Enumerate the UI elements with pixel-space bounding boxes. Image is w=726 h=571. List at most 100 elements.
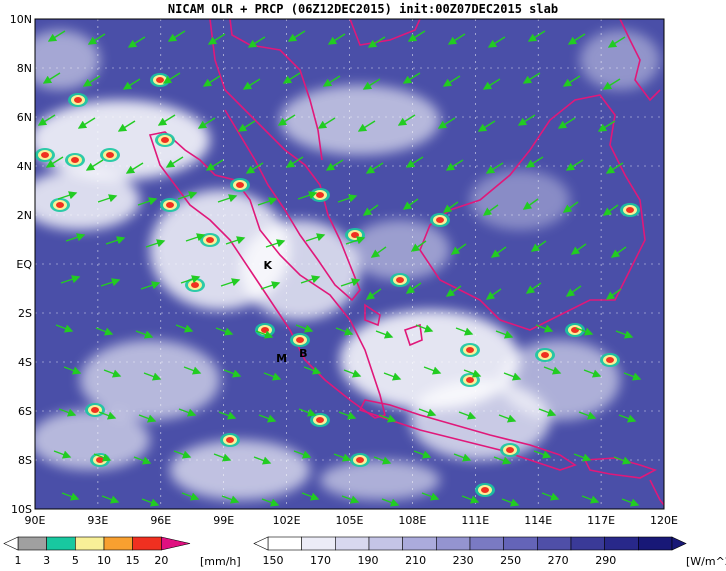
wind-arrow	[522, 198, 539, 210]
wind-arrow	[610, 246, 627, 258]
precip-cell	[620, 203, 640, 217]
wind-arrow	[415, 324, 434, 333]
wind-arrow	[133, 456, 152, 465]
precip-cell	[150, 73, 170, 87]
wind-arrow	[373, 456, 392, 465]
wind-arrow	[162, 72, 181, 84]
y-tick-label: 6S	[18, 405, 32, 418]
wind-arrow	[257, 197, 278, 206]
wind-arrow	[493, 456, 512, 465]
wind-arrow	[260, 281, 281, 290]
wind-arrow	[455, 327, 474, 336]
wind-arrow	[477, 120, 496, 132]
philippines-coastline	[619, 19, 661, 102]
wind-arrow	[322, 75, 341, 87]
precip-colorbar-swatch	[75, 536, 105, 551]
wind-arrow	[101, 495, 120, 504]
wind-arrow	[37, 114, 56, 126]
wind-arrow	[65, 233, 86, 242]
wind-arrow	[613, 456, 632, 465]
wind-arrow	[461, 495, 480, 504]
wind-arrow	[447, 33, 466, 45]
y-tick-label: 8N	[17, 62, 32, 75]
olr-colorbar-high-tip	[671, 536, 687, 551]
wind-arrow	[60, 275, 81, 284]
wind-arrow	[345, 236, 366, 245]
wind-arrow	[605, 162, 624, 174]
wind-arrow	[623, 372, 642, 381]
wind-arrow	[397, 114, 416, 126]
wind-arrow	[122, 78, 141, 90]
y-tick-label: 4S	[18, 356, 32, 369]
olr-colorbar-label: 250	[500, 554, 521, 567]
wind-arrow	[325, 159, 344, 171]
sulawesi-coastline	[649, 479, 664, 506]
thailand-coastline	[229, 19, 323, 161]
wind-arrow	[265, 239, 286, 248]
wind-arrow	[85, 159, 104, 171]
wind-arrow	[445, 159, 464, 171]
wind-arrow	[485, 162, 504, 174]
marker-b: B	[299, 347, 307, 360]
wind-arrow	[63, 366, 82, 375]
wind-arrow	[445, 285, 462, 297]
x-tick-label: 120E	[650, 514, 678, 527]
indochina-coastline	[349, 19, 421, 46]
wind-arrow	[570, 243, 587, 255]
wind-arrow	[77, 117, 96, 129]
precip-colorbar-swatch	[103, 536, 133, 551]
precip-units: [mm/h]	[200, 555, 241, 568]
olr-colorbar-swatch	[469, 536, 504, 551]
olr-colorbar-swatch	[301, 536, 336, 551]
olr-colorbar-label: 170	[310, 554, 331, 567]
bangka-coastline	[403, 323, 423, 347]
precip-cell	[50, 198, 70, 212]
precip-colorbar-swatch	[132, 536, 162, 551]
wind-arrow	[105, 236, 126, 245]
wind-arrow	[253, 456, 272, 465]
precip-colorbar-low-tip	[3, 536, 19, 551]
wind-arrow	[333, 453, 352, 462]
y-tick-label: 10S	[11, 503, 32, 516]
precip-cell	[600, 353, 620, 367]
wind-arrow	[442, 75, 461, 87]
wind-arrow	[565, 285, 582, 297]
wind-arrow	[180, 275, 201, 284]
wind-arrow	[370, 246, 387, 258]
olr-colorbar-label: 270	[548, 554, 569, 567]
wind-arrow	[413, 450, 432, 459]
wind-arrow	[213, 453, 232, 462]
wind-arrow	[378, 414, 397, 423]
olr-colorbar-label: 190	[358, 554, 379, 567]
wind-arrow	[143, 372, 162, 381]
wind-arrow	[197, 117, 216, 129]
wind-arrow	[287, 30, 306, 42]
precip-colorbar-label: 3	[43, 554, 50, 567]
wind-arrow	[47, 30, 66, 42]
precip-cell	[475, 483, 495, 497]
belitung-coastline	[364, 303, 381, 327]
x-tick-label: 114E	[524, 514, 552, 527]
wind-arrow	[285, 156, 304, 168]
precip-cell	[290, 333, 310, 347]
wind-arrow	[335, 327, 354, 336]
wind-arrow	[565, 159, 584, 171]
wind-arrow	[503, 372, 522, 381]
olr-colorbar-low-tip	[253, 536, 269, 551]
wind-arrow	[61, 492, 80, 501]
precip-cell	[500, 443, 520, 457]
precip-cell	[310, 188, 330, 202]
wind-arrow	[140, 281, 161, 290]
wind-arrow	[301, 492, 320, 501]
wind-arrow	[437, 117, 456, 129]
wind-arrow	[522, 72, 541, 84]
wind-arrow	[57, 191, 78, 200]
precip-colorbar-label: 10	[97, 554, 111, 567]
wind-arrow	[573, 453, 592, 462]
wind-arrow	[453, 453, 472, 462]
precip-cell	[310, 413, 330, 427]
wind-arrow	[258, 414, 277, 423]
wind-arrow	[305, 233, 326, 242]
wind-arrow	[487, 36, 506, 48]
wind-arrow	[317, 117, 336, 129]
